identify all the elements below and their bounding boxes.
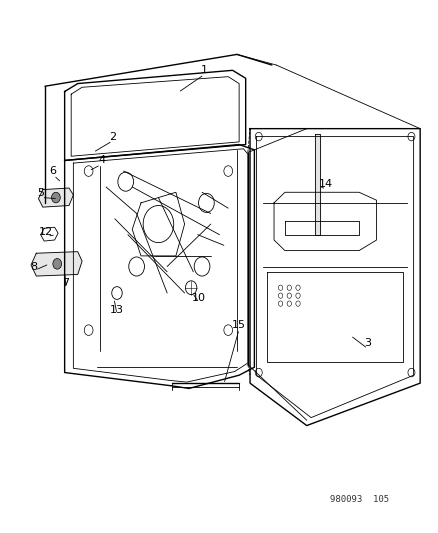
Polygon shape bbox=[315, 134, 319, 235]
Text: 980093  105: 980093 105 bbox=[329, 495, 388, 504]
Text: 12: 12 bbox=[39, 227, 53, 237]
Text: 13: 13 bbox=[110, 305, 124, 315]
Polygon shape bbox=[39, 188, 73, 207]
Text: 1: 1 bbox=[200, 66, 207, 75]
Text: 8: 8 bbox=[31, 262, 38, 271]
Polygon shape bbox=[31, 252, 82, 276]
Text: 2: 2 bbox=[109, 132, 116, 142]
Text: 6: 6 bbox=[49, 166, 56, 176]
Text: 7: 7 bbox=[62, 278, 69, 288]
Text: 10: 10 bbox=[191, 293, 205, 303]
Circle shape bbox=[53, 259, 61, 269]
Text: 5: 5 bbox=[37, 188, 44, 198]
Text: 15: 15 bbox=[232, 320, 246, 330]
Text: 4: 4 bbox=[98, 156, 105, 165]
Text: 3: 3 bbox=[364, 338, 371, 349]
Text: 14: 14 bbox=[318, 179, 333, 189]
Circle shape bbox=[51, 192, 60, 203]
